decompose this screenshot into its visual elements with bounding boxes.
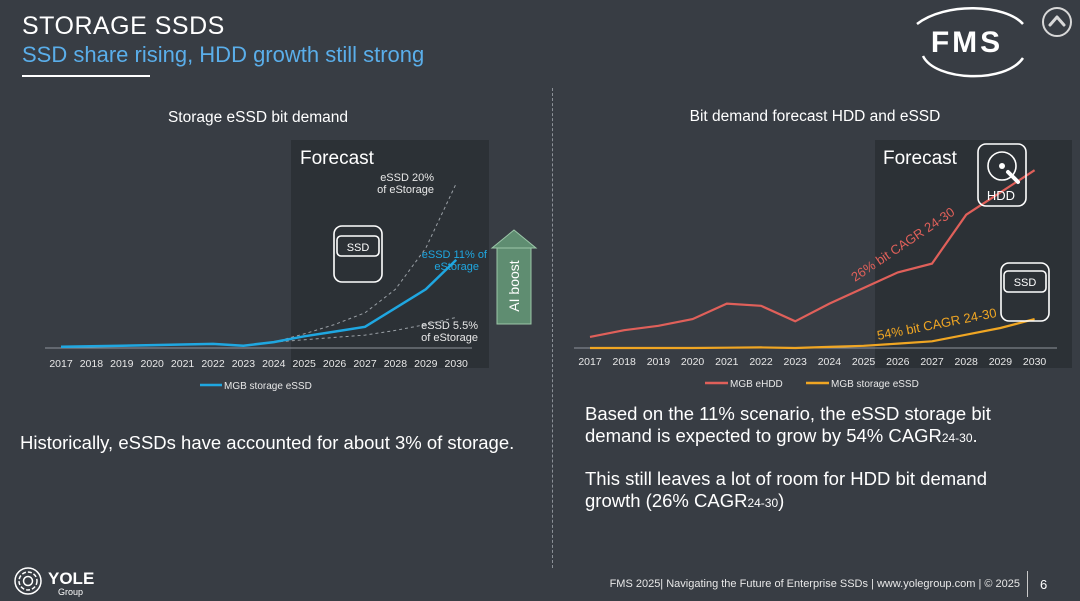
right-x-tick-label: 2022 [749,356,773,368]
scroll-up-icon[interactable] [1041,6,1073,38]
right-x-tick-label: 2024 [818,356,842,368]
right-x-tick-label: 2026 [886,356,910,368]
right-x-tick-label: 2018 [613,356,637,368]
left-x-tick-label: 2022 [201,358,225,370]
left-x-tick-label: 2020 [141,358,165,370]
footer-separator [1027,571,1028,597]
left-x-tick-label: 2024 [262,358,286,370]
right-x-tick-label: 2029 [989,356,1013,368]
left-x-tick-label: 2018 [80,358,104,370]
yole-logo: YOLE Group [14,567,94,597]
footer-text: FMS 2025| Navigating the Future of Enter… [609,578,1020,590]
left-x-tick-label: 2019 [110,358,134,370]
right-legend-label-0: MGB eHDD [730,379,783,390]
left-scenario-label-0-line2: of eStorage [377,184,434,196]
right-p2-end: ) [778,490,785,511]
left-x-tick-label: 2029 [414,358,438,370]
right-x-tick-label: 2019 [647,356,671,368]
hdd-icon: HDD [977,143,1027,207]
left-x-tick-label: 2028 [384,358,408,370]
ssd-icon-right-label-box [1003,270,1047,293]
right-body-paragraph-1: Based on the 11% scenario, the eSSD stor… [585,403,1045,449]
right-p2-main: This still leaves a lot of room for HDD … [585,468,988,511]
left-body-text: Historically, eSSDs have accounted for a… [20,432,515,453]
right-x-tick-label: 2025 [852,356,876,368]
hdd-icon-label: HDD [987,188,1015,203]
ssd-icon-right-label: SSD [1014,277,1037,289]
ssd-icon: SSD [333,225,383,283]
ssd-icon-right: SSD [1000,262,1050,322]
left-forecast-panel [291,140,489,368]
right-x-tick-label: 2021 [715,356,739,368]
left-scenario-label-2-line1: eSSD 5.5% [421,320,478,332]
right-p1-end: . [972,425,978,446]
title-underline [22,75,150,77]
right-chart-title: Bit demand forecast HDD and eSSD [689,108,941,125]
hdd-icon-arm [1006,170,1020,184]
fms-logo: FMS [916,7,1025,78]
right-forecast-panel [875,140,1072,368]
yole-brand-sub: Group [58,587,83,597]
right-x-tick-label: 2027 [920,356,944,368]
left-x-tick-label: 2027 [353,358,377,370]
left-x-tick-label: 2030 [445,358,469,370]
hdd-icon-platter [987,151,1017,181]
left-scenario-line-0 [273,183,457,343]
right-x-tick-label: 2023 [784,356,808,368]
right-x-tick-label: 2020 [681,356,705,368]
left-scenario-label-1-line1: eSSD 11% of [422,249,488,261]
left-scenario-line-2 [273,316,457,343]
left-x-tick-label: 2025 [293,358,317,370]
right-series-line-1 [590,318,1035,350]
right-forecast-label: Forecast [883,148,958,169]
right-p1-sub: 24-30 [941,431,973,445]
right-legend-label-1: MGB storage eSSD [831,379,919,390]
page-title: STORAGE SSDS [22,12,225,40]
fms-logo-text: FMS [931,26,1003,59]
left-chart-title: Storage eSSD bit demand [167,109,349,126]
ai-boost-arrow: AI boost [490,229,538,325]
ssd-icon-label-box [336,235,380,257]
left-legend-label: MGB storage eSSD [224,381,312,392]
left-forecast-label: Forecast [300,148,375,169]
right-p2-sub: 24-30 [747,496,779,510]
ai-boost-arrow-head [490,229,538,249]
hdd-icon-body [977,143,1027,207]
left-x-tick-label: 2017 [49,358,73,370]
left-series-line [60,259,458,349]
ssd-icon-label: SSD [347,242,370,254]
left-scenario-label-1-line2: eStorage [434,261,479,273]
left-x-tick-label: 2021 [171,358,195,370]
ai-boost-label: AI boost [506,260,522,311]
right-x-tick-label: 2028 [955,356,979,368]
right-body-paragraph-2: This still leaves a lot of room for HDD … [585,468,1045,514]
right-p1-main: Based on the 11% scenario, the eSSD stor… [585,403,991,446]
page-subtitle: SSD share rising, HDD growth still stron… [22,42,425,67]
right-x-tick-label: 2017 [578,356,602,368]
left-x-tick-label: 2026 [323,358,347,370]
left-scenario-label-2-line2: of eStorage [421,332,478,344]
right-x-tick-label: 2030 [1023,356,1047,368]
column-divider [552,88,553,568]
ssd-icon-body [333,225,383,283]
yole-brand: YOLE [48,569,94,588]
left-x-tick-label: 2023 [232,358,256,370]
hdd-icon-spindle [999,163,1005,169]
left-scenario-label-0-line1: eSSD 20% [380,172,434,184]
right-series-line-0 [589,169,1036,338]
ssd-icon-right-body [1000,262,1050,322]
page-number: 6 [1040,577,1048,592]
